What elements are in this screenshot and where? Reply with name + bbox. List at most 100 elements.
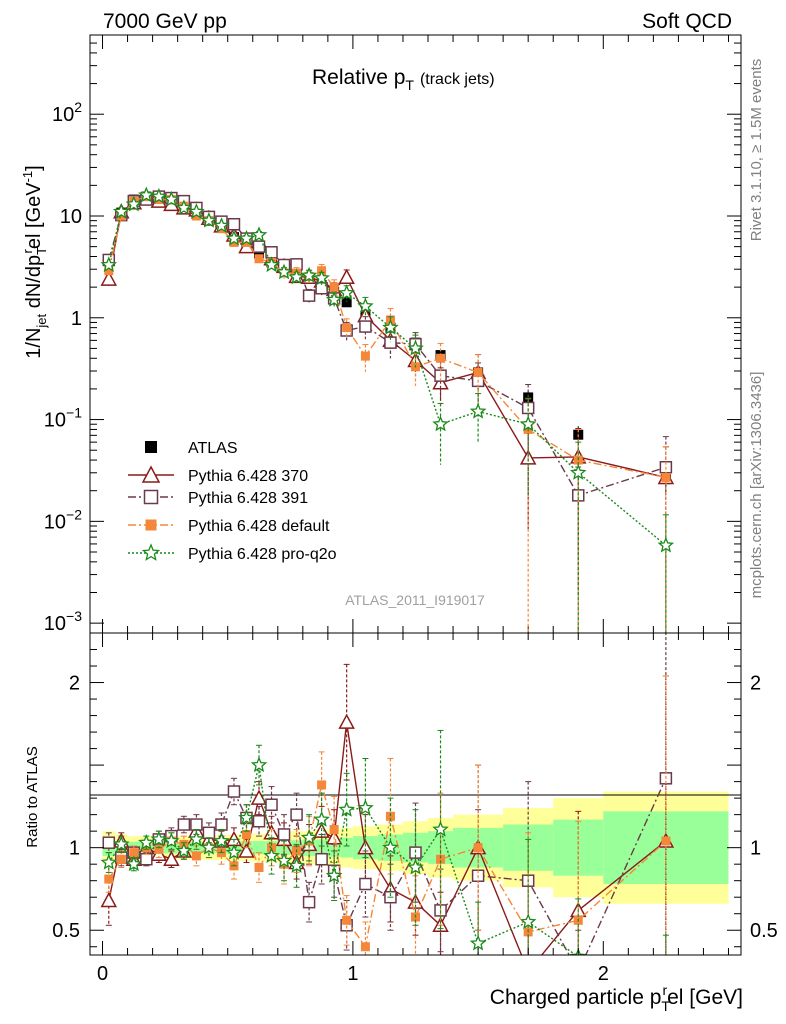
x-axis-label: Charged particle pTrel [GeV] <box>490 982 743 1014</box>
series-line <box>108 194 667 546</box>
ratio-series-point <box>252 814 266 828</box>
ratio-series-line <box>108 784 667 949</box>
legend-label-proq2o: Pythia 6.428 pro-q2o <box>188 546 337 563</box>
ratio-series-point <box>315 852 328 866</box>
y-tick-label: 10−3 <box>44 608 82 635</box>
ratio-series-point <box>129 848 139 858</box>
x-tick-labels: 0 1 2 <box>97 963 609 985</box>
y-tick-base: 10 <box>44 613 66 635</box>
plot-title-main: Relative p <box>312 66 405 89</box>
legend-label-default: Pythia 6.428 default <box>188 518 330 535</box>
xlabel-part-2: r <box>662 982 667 998</box>
series-point <box>238 229 255 246</box>
ratio-series-point <box>263 847 280 863</box>
ratio-series-point <box>188 830 205 847</box>
ratio-series-point <box>225 843 243 860</box>
legend-marker <box>141 465 161 483</box>
ratio-y-axis-label: Ratio to ATLAS <box>24 746 41 847</box>
ratio-series-point <box>116 854 126 864</box>
ratio-series-point <box>573 966 584 977</box>
y-tick-label: 10 <box>60 206 82 228</box>
main-y-axis-label: 1/Njet dN/dpTrel [GeV-1] <box>20 165 49 358</box>
ylabel-part-4: r <box>20 248 35 253</box>
ratio-series-point <box>432 820 449 837</box>
ratio-y-tick-label: 0.5 <box>52 920 80 942</box>
ratio-series-point <box>238 809 255 825</box>
ratio-series-point <box>213 832 230 849</box>
y-tick-label: 10−2 <box>44 506 82 533</box>
ratio-series-point <box>469 934 487 951</box>
legend-marker <box>143 489 159 505</box>
series-point <box>250 226 268 243</box>
series-2 <box>102 190 673 633</box>
series-point <box>100 256 117 273</box>
ratio-y-tick-label-right: 2 <box>750 673 761 695</box>
series-point <box>325 291 343 307</box>
y-tick-exponent: −3 <box>66 608 82 624</box>
ratio-series-point <box>250 789 268 805</box>
ylabel-part-5: el [GeV <box>23 182 45 249</box>
ratio-series-point <box>300 829 318 845</box>
series-point <box>329 282 339 292</box>
series-point <box>116 211 126 221</box>
series-4 <box>100 186 675 633</box>
y-tick-base: 1 <box>71 308 82 330</box>
ratio-series-point <box>175 842 193 858</box>
ratio-series-point <box>154 844 164 854</box>
data-point <box>254 248 265 259</box>
header-left: 7000 GeV pp <box>103 10 227 33</box>
plot-title-note: (track jets) <box>420 71 495 88</box>
series-point <box>227 217 241 231</box>
ratio-series-point <box>100 853 117 870</box>
legend-label-370: Pythia 6.428 370 <box>188 468 308 485</box>
ratio-series-point <box>191 851 201 861</box>
series-point <box>359 320 372 333</box>
svg-text:1/Njet dN/dpTrel [GeV-1]: 1/Njet dN/dpTrel [GeV-1] <box>20 165 49 358</box>
series-point <box>338 284 355 301</box>
series-point <box>213 217 230 233</box>
ratio-series-point <box>102 836 116 849</box>
series-point <box>252 240 266 253</box>
ratio-series-point <box>342 915 352 925</box>
series-point <box>138 186 155 203</box>
ratio-y-tick-label-right: 0.5 <box>750 920 778 942</box>
ylabel-part-2: dN/dp <box>23 255 45 314</box>
ratio-series-point <box>290 808 303 821</box>
series-point <box>288 268 305 285</box>
series-point <box>275 263 293 280</box>
ratio-y-tick-label: 2 <box>69 673 80 695</box>
series-point <box>302 289 316 302</box>
legend-marker <box>145 441 157 453</box>
ratio-panel-frame <box>89 632 742 956</box>
series-point <box>104 266 114 276</box>
series-point <box>200 211 218 228</box>
plot-title: Relative pT (track jets) <box>312 66 495 93</box>
y-tick-exponent: 2 <box>74 99 82 115</box>
x-tick-label: 2 <box>598 963 609 985</box>
ratio-series-point <box>238 842 255 858</box>
series-point <box>100 270 118 286</box>
xlabel-part-1: T <box>661 998 670 1014</box>
ratio-series-point <box>338 713 355 729</box>
ratio-series-point <box>313 810 330 827</box>
series-point <box>432 415 449 432</box>
ratio-series-point <box>215 818 228 831</box>
series-line <box>108 195 667 479</box>
ratio-series-point <box>302 895 316 909</box>
ratio-series-point <box>138 833 155 850</box>
ratio-series-point <box>112 835 130 852</box>
y-tick-exponent: −2 <box>66 506 82 522</box>
ratio-series-point <box>338 801 355 817</box>
ratio-series-point <box>227 785 241 798</box>
ratio-series-point <box>288 857 305 873</box>
legend: ATLAS Pythia 6.428 370 Pythia 6.428 391 … <box>128 440 337 563</box>
series-point <box>163 190 180 207</box>
ratio-series-point <box>385 811 395 821</box>
ratio-series-point <box>360 942 370 952</box>
series-point <box>469 402 487 419</box>
ratio-band-inner <box>340 837 353 858</box>
ratio-series-point <box>177 818 191 831</box>
